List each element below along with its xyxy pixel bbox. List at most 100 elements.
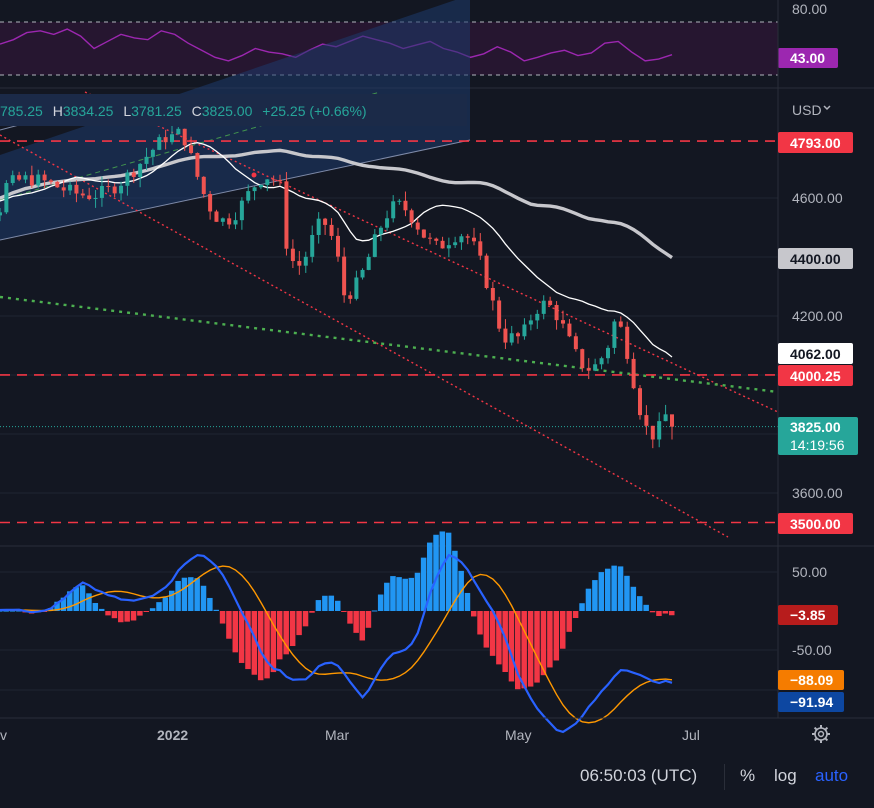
candle-body xyxy=(409,210,414,223)
macd-hist-bar xyxy=(289,611,296,647)
macd-hist-bar xyxy=(662,611,669,614)
macd-hist-bar xyxy=(496,611,502,665)
candle-body xyxy=(265,179,270,185)
macd-signal-line xyxy=(0,565,673,724)
candle-body xyxy=(342,256,347,296)
macd-hist-bar xyxy=(643,604,649,611)
candle-body xyxy=(176,128,181,135)
macd-hist-bar xyxy=(445,532,452,611)
candle-body xyxy=(612,321,617,348)
macd-line-label: −91.94 xyxy=(790,694,833,710)
candle-body xyxy=(580,349,585,369)
candle-body xyxy=(29,175,34,186)
candle-body xyxy=(561,320,565,324)
candle-body xyxy=(239,200,244,221)
macd-hist-bar xyxy=(649,611,656,613)
legend-close: 3825.00 xyxy=(202,103,253,119)
candle-body xyxy=(472,237,476,242)
macd-hist-bar xyxy=(483,611,490,648)
candle-body xyxy=(440,240,445,249)
time-axis[interactable]: v 2022 Mar May Jul xyxy=(0,727,700,743)
candle-body xyxy=(0,212,2,216)
macd-hist-bar xyxy=(353,611,359,633)
candle-body xyxy=(220,218,225,222)
candle-body xyxy=(125,172,130,186)
time-label: Jul xyxy=(682,727,700,743)
candle-body xyxy=(290,248,295,262)
candle-body xyxy=(80,193,85,196)
level-3500-badge[interactable] xyxy=(778,513,853,534)
candle-body xyxy=(329,224,334,236)
rsi-upper-label: 80.00 xyxy=(792,1,827,17)
candle-body xyxy=(459,236,464,243)
macd-hist-bar xyxy=(471,611,477,617)
candle-body xyxy=(421,229,426,238)
candle-body xyxy=(599,358,604,365)
candle-body xyxy=(446,245,451,249)
candle-body xyxy=(644,415,649,426)
macd-hist-bar xyxy=(579,603,585,611)
macd-hist-bar xyxy=(377,594,384,611)
candle-body xyxy=(42,174,47,181)
candle-body xyxy=(227,218,232,225)
candle-body xyxy=(522,324,527,337)
macd-hist-bar xyxy=(296,611,302,636)
macd-hist-bar xyxy=(98,608,105,611)
candle-body xyxy=(372,234,377,257)
candle-body xyxy=(131,172,136,177)
percent-scale-button[interactable]: % xyxy=(740,766,756,785)
candle-body xyxy=(150,149,155,157)
macd-hist-bar xyxy=(414,572,421,611)
candle-body xyxy=(106,185,111,187)
candle-body xyxy=(403,200,408,211)
macd-hist-bar xyxy=(547,611,553,668)
candle-body xyxy=(573,336,578,350)
utc-clock[interactable]: 06:50:03 (UTC) xyxy=(580,766,698,785)
macd-hist-bar xyxy=(238,611,245,663)
trendline-green xyxy=(0,295,779,394)
level-4000-badge[interactable] xyxy=(778,365,853,386)
gear-icon[interactable] xyxy=(812,725,830,743)
macd-hist-bar xyxy=(527,611,534,687)
macd-signal-badge xyxy=(778,670,844,690)
macd-hist-bar xyxy=(143,611,150,612)
currency-label[interactable]: USD xyxy=(792,102,822,118)
level-4793-badge[interactable] xyxy=(778,132,853,153)
candle-body xyxy=(119,185,124,194)
macd-hist-bar xyxy=(309,611,315,613)
price-panel[interactable]: 785.25 H3834.25 L3781.25 C3825.00 +25.25… xyxy=(0,0,858,718)
candle-body xyxy=(593,364,598,371)
candle-body xyxy=(554,304,559,321)
auto-scale-button[interactable]: auto xyxy=(815,766,849,785)
legend-change: +25.25 (+0.66%) xyxy=(262,103,366,119)
chevron-down-icon[interactable] xyxy=(823,105,831,111)
candle-body xyxy=(233,220,238,225)
log-scale-button[interactable]: log xyxy=(774,766,797,785)
candle-body xyxy=(391,201,396,219)
macd-panel[interactable]: 50.00 -50.00 −3.85 −88.09 −91.94 xyxy=(0,531,844,734)
macd-hist-bar xyxy=(175,580,181,611)
candle-body xyxy=(303,256,308,266)
candle-body xyxy=(87,195,92,200)
sma-fast-badge xyxy=(778,343,853,364)
macd-hist-bar xyxy=(452,550,458,611)
candle-body xyxy=(74,184,79,194)
candle-body xyxy=(366,256,371,270)
candle-body xyxy=(484,255,489,288)
macd-hist-bar xyxy=(200,585,207,611)
macd-hist-bar xyxy=(86,593,92,611)
macd-hist-bar xyxy=(359,611,366,641)
macd-hist-bar xyxy=(408,577,415,611)
macd-hist-bar xyxy=(669,611,675,616)
candle-body xyxy=(516,333,520,337)
macd-tick: -50.00 xyxy=(792,642,832,658)
channel-lower-edge xyxy=(0,139,471,241)
trendline-lower xyxy=(0,134,729,538)
candle-body xyxy=(10,175,15,184)
legend-high-label: H xyxy=(53,103,63,119)
macd-hist-bar xyxy=(624,575,630,611)
macd-hist-bar xyxy=(637,596,643,611)
candle-body xyxy=(631,358,636,389)
price-tick: 4600.00 xyxy=(792,190,843,206)
